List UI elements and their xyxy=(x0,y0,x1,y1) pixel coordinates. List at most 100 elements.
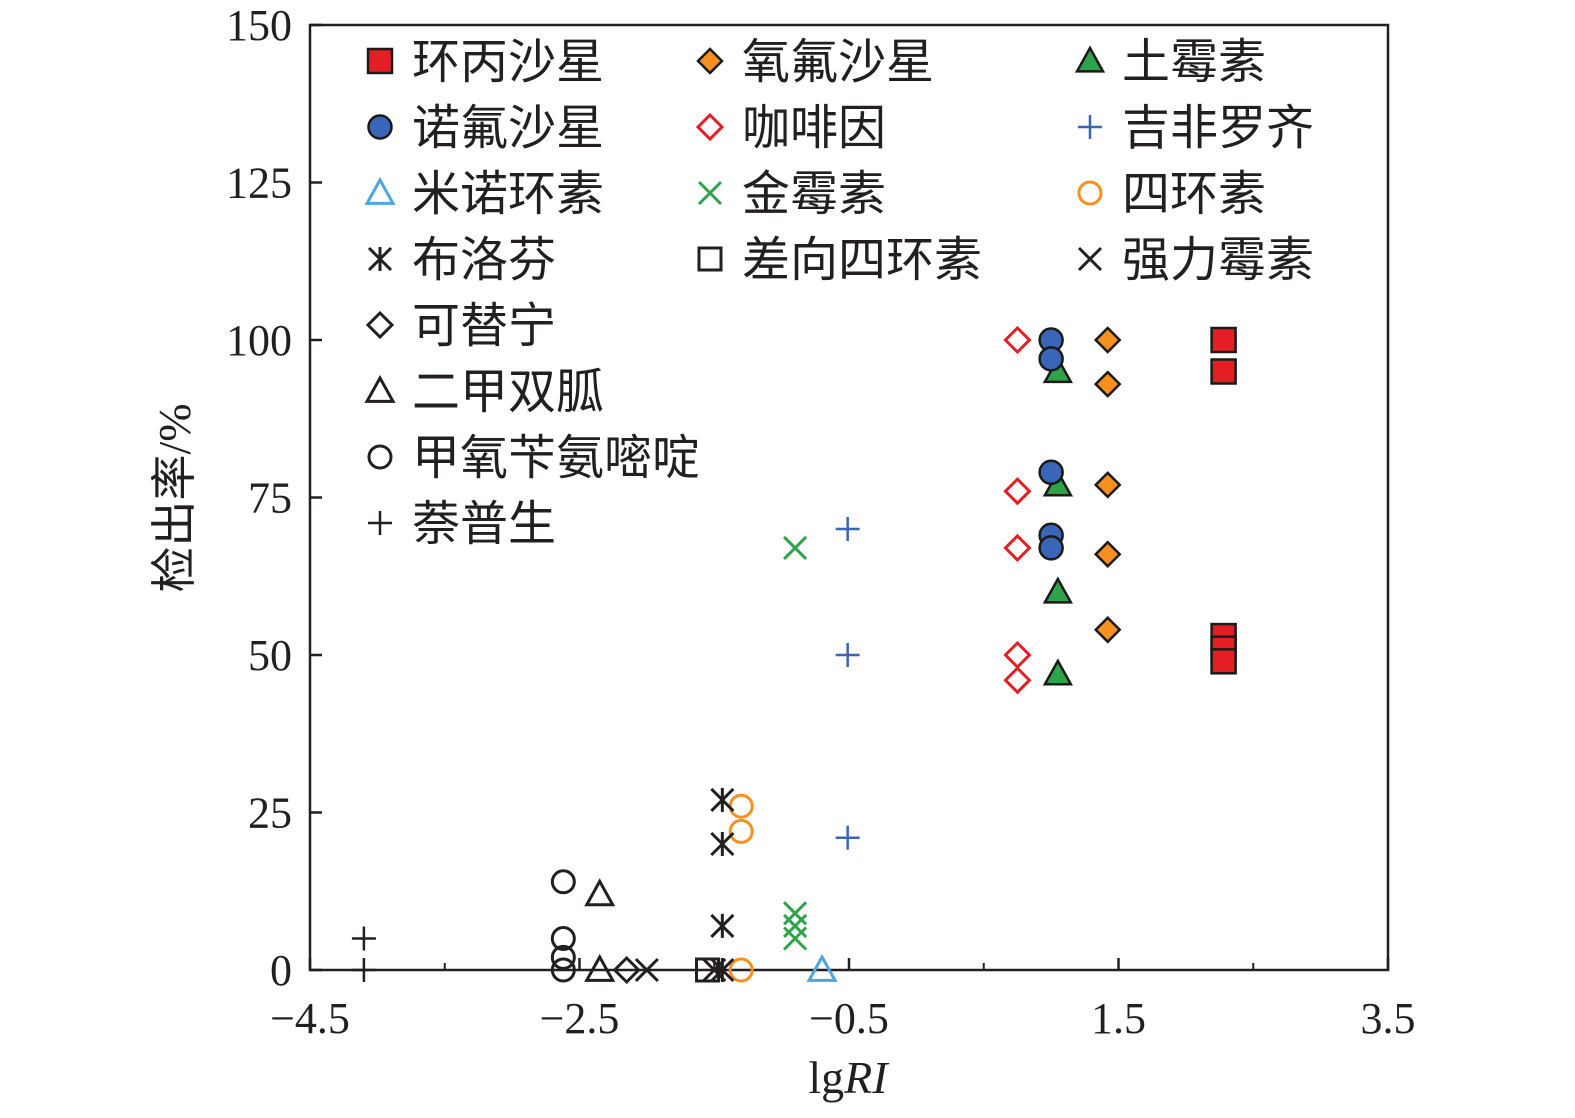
legend-marker xyxy=(696,47,724,75)
series-13 xyxy=(584,878,616,982)
data-point xyxy=(702,957,727,983)
data-point xyxy=(1003,533,1032,563)
legend-item: 布洛芬 xyxy=(367,234,556,287)
data-point xyxy=(1042,576,1073,604)
data-point xyxy=(1042,658,1073,686)
legend-label: 环丙沙星 xyxy=(412,36,604,89)
series-5 xyxy=(835,517,860,850)
legend-item: 强力霉素 xyxy=(1077,234,1314,287)
legend-item: 差向四环素 xyxy=(697,234,982,287)
data-point xyxy=(550,944,576,970)
legend-marker xyxy=(1074,45,1106,73)
data-point xyxy=(710,787,735,812)
legend-label: 土霉素 xyxy=(1122,36,1266,89)
x-tick-label: −4.5 xyxy=(270,994,350,1043)
data-point xyxy=(584,878,616,907)
data-point xyxy=(1093,540,1122,568)
legend-label: 氧氟沙星 xyxy=(742,36,934,89)
legend-label: 二甲双胍 xyxy=(412,366,604,419)
data-point xyxy=(550,926,576,951)
legend-item: 咖啡因 xyxy=(695,102,886,155)
data-point xyxy=(728,957,754,983)
data-point xyxy=(783,535,808,560)
series-11 xyxy=(634,957,727,983)
legend-label: 米诺环素 xyxy=(412,168,604,221)
axes: −4.5 −2.5 −0.5 1.5 3.5 0 25 50 75 100 125 150 xyxy=(226,1,1416,1043)
legend-label: 甲氧苄氨嘧啶 xyxy=(412,432,700,485)
series-7 xyxy=(783,535,808,951)
data-point xyxy=(1210,326,1237,354)
x-tick-label: 1.5 xyxy=(1091,994,1146,1043)
data-point xyxy=(783,901,808,926)
legend-item: 可替宁 xyxy=(365,300,556,353)
y-tick-label: 125 xyxy=(226,159,292,208)
legend-label: 差向四环素 xyxy=(742,234,982,287)
data-point xyxy=(1003,325,1032,355)
x-axis-title: lgRI xyxy=(808,1052,890,1103)
x-tick-label: −0.5 xyxy=(809,994,889,1043)
data-point xyxy=(835,517,860,541)
data-point xyxy=(584,953,616,982)
legend-marker xyxy=(364,176,396,205)
data-point xyxy=(1093,326,1122,354)
legend-item: 四环素 xyxy=(1077,168,1266,221)
data-point xyxy=(1210,648,1237,675)
legend-item: 氧氟沙星 xyxy=(696,36,934,89)
legend-marker xyxy=(697,246,723,272)
legend-label: 金霉素 xyxy=(742,168,886,221)
legend-item: 吉非罗齐 xyxy=(1078,102,1314,155)
data-point xyxy=(783,913,808,938)
series-3 xyxy=(1038,327,1064,561)
legend-marker xyxy=(1078,115,1102,139)
data-point xyxy=(1038,346,1064,372)
legend-label: 咖啡因 xyxy=(742,102,886,155)
series-14 xyxy=(550,869,576,983)
data-point xyxy=(351,958,376,982)
data-point xyxy=(1210,358,1237,385)
data-point xyxy=(806,953,838,982)
legend-label: 布洛芬 xyxy=(412,234,556,287)
data-point xyxy=(783,926,808,951)
y-tick-label: 150 xyxy=(226,1,292,50)
legend-marker xyxy=(367,114,393,140)
data-point xyxy=(1093,471,1122,499)
y-axis-title: 检出率/% xyxy=(149,403,200,592)
x-tick-label: −2.5 xyxy=(540,994,620,1043)
legend-item: 土霉素 xyxy=(1074,36,1266,89)
data-point xyxy=(1003,666,1032,695)
series-1 xyxy=(1093,326,1122,644)
series-8 xyxy=(728,793,754,983)
series-6 xyxy=(806,953,838,982)
legend-item: 环丙沙星 xyxy=(366,36,604,89)
series-15 xyxy=(351,926,376,982)
data-point xyxy=(710,831,735,857)
data-point xyxy=(550,869,576,895)
data-point xyxy=(1038,459,1064,486)
legend-marker xyxy=(367,444,393,470)
legend-label: 诺氟沙星 xyxy=(412,102,604,155)
data-point xyxy=(1093,370,1122,398)
data-point xyxy=(351,926,376,951)
legend-marker xyxy=(365,310,395,340)
x-axis-title-italic: RI xyxy=(843,1052,890,1103)
series-10 xyxy=(695,957,721,983)
series-9 xyxy=(710,787,735,983)
data-point xyxy=(1093,616,1122,644)
legend-label: 萘普生 xyxy=(412,498,556,551)
legend-item: 甲氧苄氨嘧啶 xyxy=(367,432,700,485)
y-tick-label: 75 xyxy=(248,474,292,523)
legend-marker xyxy=(364,374,396,403)
legend-item: 金霉素 xyxy=(697,168,886,221)
data-point xyxy=(728,818,754,844)
legend-label: 吉非罗齐 xyxy=(1122,102,1314,155)
series-2 xyxy=(1042,355,1073,686)
legend-item: 萘普生 xyxy=(368,498,556,551)
data-point xyxy=(695,957,721,983)
legend-marker xyxy=(695,112,725,142)
data-point xyxy=(634,957,659,983)
y-tick-label: 50 xyxy=(248,631,292,680)
data-point xyxy=(1003,477,1032,506)
